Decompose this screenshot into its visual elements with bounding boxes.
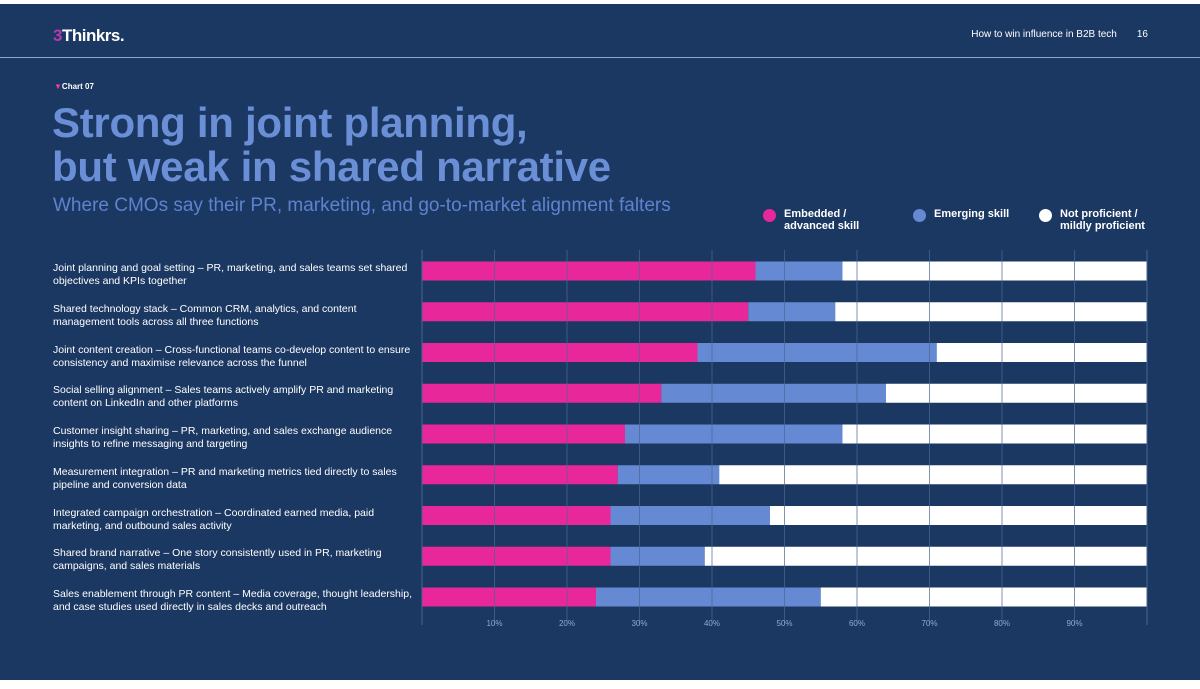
tick-label: 40% [704,619,720,628]
legend-label: Not proficient / mildly proficient [1060,208,1145,232]
legend-swatch [763,209,776,222]
bar-segment [610,546,705,566]
triangle-down-icon: ▼ [54,82,62,91]
bar-segment [748,302,836,322]
page-number: 16 [1136,29,1148,40]
legend-swatch [1039,209,1052,222]
header-meta: How to win influence in B2B tech 16 [951,29,1148,40]
bar-segment [422,261,756,281]
tick-label: 50% [776,619,792,628]
category-label: Social selling alignment – Sales teams a… [53,384,394,410]
slide: 3Thinkrs. How to win influence in B2B te… [0,4,1200,680]
category-label: Shared brand narrative – One story consi… [53,547,382,573]
page-title: Strong in joint planning, but weak in sha… [52,99,611,190]
bar-segment [596,587,821,607]
logo: 3Thinkrs. [53,26,125,45]
chart-tag: ▼Chart 07 [54,82,94,91]
bar-segment [422,302,749,322]
tick-label: 20% [559,619,575,628]
bar-segment [842,261,1147,281]
bar-segment [719,465,1147,485]
bar-segment [422,587,596,607]
category-label: Measurement integration – PR and marketi… [53,465,397,491]
bar-segment [886,383,1147,403]
category-label: Joint content creation – Cross-functiona… [53,343,411,369]
bar-segment [617,465,720,485]
tick-label: 60% [849,619,865,628]
header-divider [0,57,1200,58]
bar-segment [842,424,1147,444]
category-label: Integrated campaign orchestration – Coor… [53,506,375,532]
bar-segment [755,261,843,281]
tick-label: 10% [486,619,502,628]
tick-label: 90% [1066,619,1082,628]
legend-item: Not proficient / mildly proficient [1039,208,1155,232]
category-label: Joint planning and goal setting – PR, ma… [53,262,408,287]
legend-swatch [913,209,926,222]
bar-segment [820,587,1147,607]
bar-segment [422,424,625,444]
bar-segment [661,383,886,403]
bar-segment [704,546,1147,566]
tick-label: 30% [631,619,647,628]
bar-segment [625,424,843,444]
bar-segment [610,506,770,525]
bar-segment [422,546,611,566]
legend-item: Embedded / advanced skill [763,208,864,232]
bar-segment [422,465,618,485]
legend-label: Emerging skill [934,208,1010,220]
tick-label: 80% [994,619,1010,628]
category-label: Sales enablement through PR content – Me… [53,588,412,613]
category-label: Shared technology stack – Common CRM, an… [53,302,357,328]
bar-segment [697,343,937,362]
tick-label: 70% [921,619,937,628]
bar-segment [422,383,662,403]
legend-item: Emerging skill [913,208,1014,222]
report-title: How to win influence in B2B tech [971,29,1117,40]
bar-segment [422,506,611,525]
bar-segment [770,506,1147,525]
bar-segment [422,343,698,362]
bar-segment [936,343,1147,362]
legend-label: Embedded / advanced skill [784,208,860,232]
category-label: Customer insight sharing – PR, marketing… [53,425,393,450]
bar-segment [835,302,1147,322]
subtitle: Where CMOs say their PR, marketing, and … [53,195,671,216]
